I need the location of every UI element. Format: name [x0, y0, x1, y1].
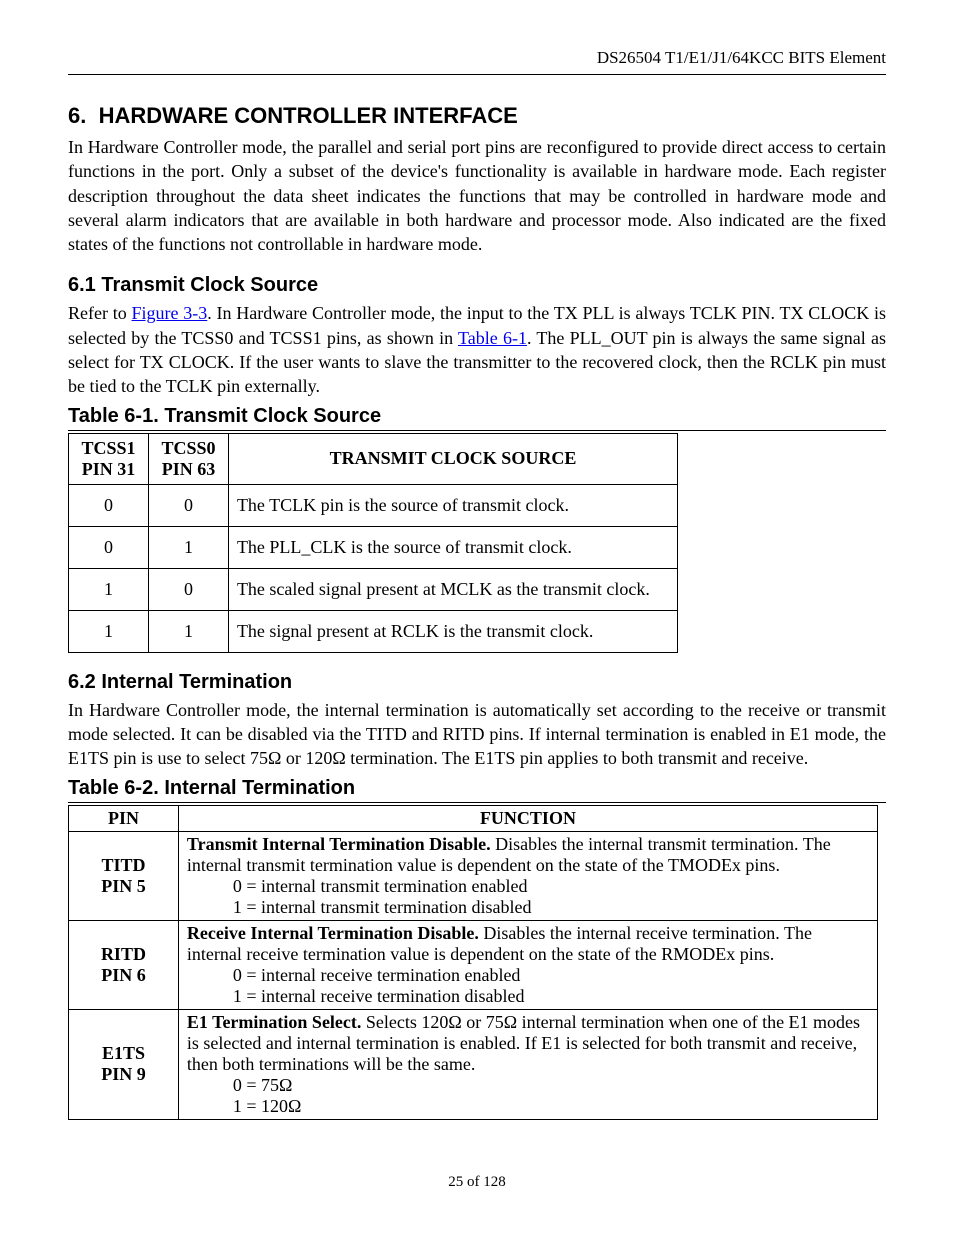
- th-tcss1-a: TCSS1: [81, 438, 135, 458]
- cell-tcss1: 0: [69, 526, 149, 568]
- link-figure-3-3[interactable]: Figure 3-3: [132, 303, 208, 323]
- func-opt1: 1 = internal receive termination disable…: [233, 986, 869, 1007]
- link-table-6-1[interactable]: Table 6-1: [458, 328, 527, 348]
- sub1-paragraph: Refer to Figure 3-3. In Hardware Control…: [68, 301, 886, 398]
- table-6-1: TCSS1 PIN 31 TCSS0 PIN 63 TRANSMIT CLOCK…: [68, 433, 678, 653]
- cell-pin: RITD PIN 6: [69, 920, 179, 1009]
- table-6-1-title: Table 6-1. Transmit Clock Source: [68, 405, 886, 431]
- cell-tcss1: 1: [69, 568, 149, 610]
- cell-tcss0: 1: [148, 610, 228, 652]
- func-bold: Receive Internal Termination Disable.: [187, 923, 479, 943]
- section-intro: In Hardware Controller mode, the paralle…: [68, 135, 886, 256]
- func-opt1: 1 = 120Ω: [233, 1096, 869, 1117]
- pin-name: TITD: [101, 855, 145, 875]
- pin-number: PIN 6: [101, 965, 146, 985]
- table-row: 0 0 The TCLK pin is the source of transm…: [69, 484, 678, 526]
- running-header: DS26504 T1/E1/J1/64KCC BITS Element: [68, 48, 886, 75]
- func-opt1: 1 = internal transmit termination disabl…: [233, 897, 869, 918]
- func-bold: Transmit Internal Termination Disable.: [187, 834, 491, 854]
- sub1-text-pre: Refer to: [68, 303, 132, 323]
- table-header-row: PIN FUNCTION: [69, 805, 878, 831]
- table-6-2: PIN FUNCTION TITD PIN 5 Transmit Interna…: [68, 805, 878, 1120]
- table-6-2-title: Table 6-2. Internal Termination: [68, 777, 886, 803]
- table-row: RITD PIN 6 Receive Internal Termination …: [69, 920, 878, 1009]
- pin-name: E1TS: [102, 1043, 145, 1063]
- cell-tcss1: 0: [69, 484, 149, 526]
- func-bold: E1 Termination Select.: [187, 1012, 362, 1032]
- th-function: FUNCTION: [178, 805, 877, 831]
- th-tcss0-a: TCSS0: [161, 438, 215, 458]
- cell-desc: The PLL_CLK is the source of transmit cl…: [228, 526, 677, 568]
- func-opt0: 0 = internal receive termination enabled: [233, 965, 869, 986]
- section-heading: 6. HARDWARE CONTROLLER INTERFACE: [68, 103, 886, 129]
- cell-pin: TITD PIN 5: [69, 831, 179, 920]
- cell-desc: The signal present at RCLK is the transm…: [228, 610, 677, 652]
- table-row: 1 1 The signal present at RCLK is the tr…: [69, 610, 678, 652]
- cell-function: E1 Termination Select. Selects 120Ω or 7…: [178, 1009, 877, 1119]
- section-title: HARDWARE CONTROLLER INTERFACE: [99, 103, 518, 128]
- table-row: 0 1 The PLL_CLK is the source of transmi…: [69, 526, 678, 568]
- th-source: TRANSMIT CLOCK SOURCE: [228, 433, 677, 484]
- cell-function: Transmit Internal Termination Disable. D…: [178, 831, 877, 920]
- sub2-paragraph: In Hardware Controller mode, the interna…: [68, 698, 886, 771]
- cell-tcss0: 0: [148, 568, 228, 610]
- pin-number: PIN 5: [101, 876, 146, 896]
- cell-desc: The scaled signal present at MCLK as the…: [228, 568, 677, 610]
- th-tcss1-b: PIN 31: [82, 459, 136, 479]
- cell-pin: E1TS PIN 9: [69, 1009, 179, 1119]
- table-row: 1 0 The scaled signal present at MCLK as…: [69, 568, 678, 610]
- cell-tcss0: 1: [148, 526, 228, 568]
- func-opt0: 0 = internal transmit termination enable…: [233, 876, 869, 897]
- cell-function: Receive Internal Termination Disable. Di…: [178, 920, 877, 1009]
- th-tcss0: TCSS0 PIN 63: [148, 433, 228, 484]
- subsection-6-1-heading: 6.1 Transmit Clock Source: [68, 274, 886, 297]
- pin-number: PIN 9: [101, 1064, 146, 1084]
- pin-name: RITD: [101, 944, 146, 964]
- th-tcss0-b: PIN 63: [162, 459, 216, 479]
- page: DS26504 T1/E1/J1/64KCC BITS Element 6. H…: [0, 0, 954, 1235]
- cell-desc: The TCLK pin is the source of transmit c…: [228, 484, 677, 526]
- cell-tcss1: 1: [69, 610, 149, 652]
- table-row: TITD PIN 5 Transmit Internal Termination…: [69, 831, 878, 920]
- section-number: 6.: [68, 103, 86, 128]
- table-header-row: TCSS1 PIN 31 TCSS0 PIN 63 TRANSMIT CLOCK…: [69, 433, 678, 484]
- th-pin: PIN: [69, 805, 179, 831]
- subsection-6-2-heading: 6.2 Internal Termination: [68, 671, 886, 694]
- cell-tcss0: 0: [148, 484, 228, 526]
- table-row: E1TS PIN 9 E1 Termination Select. Select…: [69, 1009, 878, 1119]
- page-footer: 25 of 128: [0, 1174, 954, 1191]
- func-opt0: 0 = 75Ω: [233, 1075, 869, 1096]
- th-tcss1: TCSS1 PIN 31: [69, 433, 149, 484]
